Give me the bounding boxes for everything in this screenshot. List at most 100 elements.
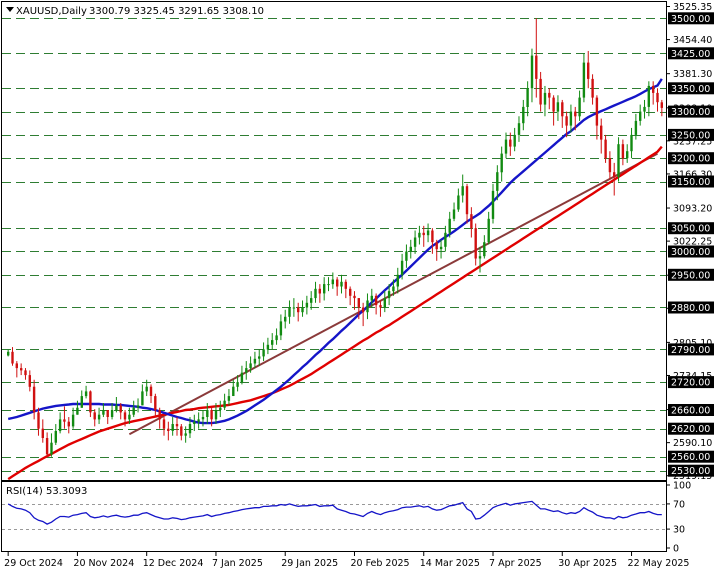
candle xyxy=(604,134,607,163)
candle xyxy=(413,230,417,254)
candle-body xyxy=(587,62,590,79)
candle xyxy=(15,361,18,378)
candle-body xyxy=(63,419,66,422)
candle xyxy=(201,410,205,427)
candle xyxy=(552,95,555,126)
symbol-dropdown-icon[interactable] xyxy=(6,7,14,12)
candle-body xyxy=(32,386,36,413)
candle-body xyxy=(71,414,75,427)
candle-body xyxy=(253,358,257,364)
price-tick-label: 3454.40 xyxy=(673,35,712,46)
candle-body xyxy=(158,410,161,420)
candle xyxy=(301,300,304,317)
candle-body xyxy=(543,92,547,105)
level-label-text: 3300.00 xyxy=(671,107,710,118)
candle-body xyxy=(660,102,663,108)
candle-body xyxy=(396,274,399,287)
level-label-text: 3150.00 xyxy=(671,177,710,188)
candle-body xyxy=(582,62,586,98)
candle xyxy=(344,279,347,299)
candle-body xyxy=(154,396,157,411)
candle xyxy=(223,393,226,411)
level-label: 3200.00 xyxy=(668,152,714,165)
candle-body xyxy=(513,134,516,147)
candle xyxy=(71,407,75,429)
candle xyxy=(652,81,655,105)
price-tick-label: 3237.25 xyxy=(673,136,712,147)
candle-body xyxy=(84,391,88,397)
candle-body xyxy=(227,396,231,401)
rsi-panel: 100 70 30 0 xyxy=(2,481,691,555)
candle xyxy=(600,118,603,154)
candle xyxy=(136,398,140,413)
candle-body xyxy=(634,120,638,135)
candle-body xyxy=(578,97,581,117)
candle xyxy=(418,225,421,245)
candle xyxy=(591,74,594,105)
candle-body xyxy=(7,351,10,356)
candle xyxy=(45,432,49,457)
candle xyxy=(58,412,62,434)
level-label-box xyxy=(668,128,714,141)
candle-body xyxy=(349,288,352,296)
candle-body xyxy=(422,232,425,236)
candle xyxy=(210,407,213,427)
candle xyxy=(336,277,339,296)
candle xyxy=(608,151,612,180)
level-label-text: 2720.00 xyxy=(671,378,710,389)
candle-body xyxy=(240,372,244,382)
candle-body xyxy=(474,228,477,259)
level-label-box xyxy=(668,47,714,60)
level-label-text: 2620.00 xyxy=(671,424,710,435)
candle xyxy=(595,95,599,140)
level-label-box xyxy=(668,175,714,188)
level-label-box xyxy=(668,12,714,25)
candle-body xyxy=(132,407,135,415)
horizontal-level-lines xyxy=(2,18,666,472)
candle-body xyxy=(483,242,486,257)
candle-body xyxy=(28,375,31,387)
level-label: 3425.00 xyxy=(668,47,714,60)
candle-body xyxy=(123,412,127,420)
candle-body xyxy=(197,419,200,422)
level-label: 2790.00 xyxy=(668,343,714,356)
candle xyxy=(374,293,378,315)
candle xyxy=(643,99,646,119)
candle-body xyxy=(232,386,235,396)
candle-body xyxy=(275,335,278,341)
candle xyxy=(582,53,586,103)
candle xyxy=(162,417,166,436)
candle xyxy=(660,99,663,117)
candle-body xyxy=(149,386,153,396)
level-label-box xyxy=(668,268,714,281)
candle-body xyxy=(89,391,92,413)
candle xyxy=(353,291,356,310)
candle-body xyxy=(400,260,404,275)
candle xyxy=(647,81,650,117)
time-tick-label: 20 Feb 2025 xyxy=(350,558,409,569)
candle-body xyxy=(656,92,659,103)
level-label: 2720.00 xyxy=(668,376,714,389)
candle-body xyxy=(361,307,365,313)
candle-body xyxy=(591,78,594,98)
level-label-text: 2880.00 xyxy=(671,303,710,314)
candle xyxy=(102,403,105,418)
candle xyxy=(487,211,490,245)
candle xyxy=(141,384,144,406)
candle-body xyxy=(310,298,313,303)
candle-body xyxy=(258,356,261,359)
candle xyxy=(288,300,291,324)
level-label-box xyxy=(668,105,714,118)
candle xyxy=(617,137,620,182)
candle xyxy=(569,104,573,133)
candle-body xyxy=(162,419,166,429)
candle-body xyxy=(80,396,83,408)
candle xyxy=(184,426,187,443)
candle xyxy=(193,414,196,432)
candle xyxy=(214,403,218,425)
level-label: 2560.00 xyxy=(668,450,714,463)
candle xyxy=(154,393,157,418)
candle-body xyxy=(175,424,179,427)
price-tick-label: 2519.15 xyxy=(673,471,712,482)
